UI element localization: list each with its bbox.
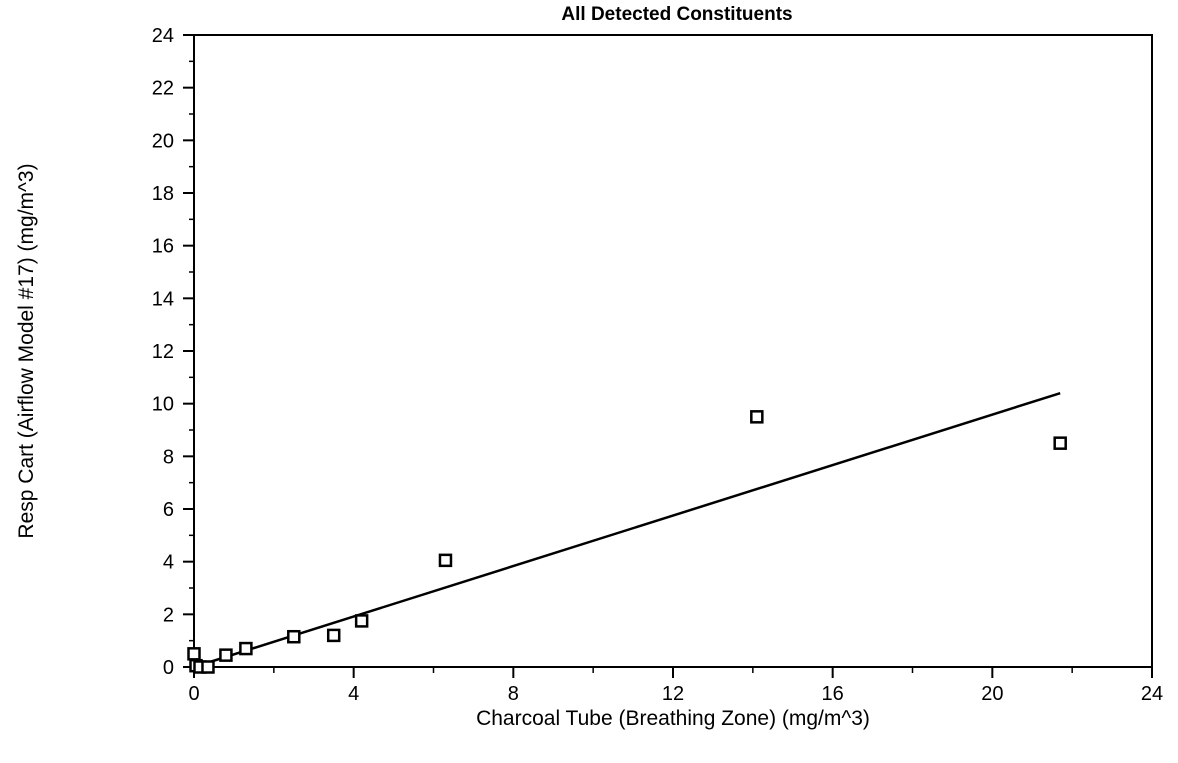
data-point [354, 614, 369, 628]
y-tick-label: 0 [163, 657, 174, 679]
x-tick-label: 0 [188, 683, 199, 705]
x-tick-label: 24 [1141, 683, 1163, 705]
y-axis-label: Resp Cart (Airflow Model #17) (mg/m^3) [15, 163, 38, 538]
x-tick-label: 8 [508, 683, 519, 705]
y-tick-label: 22 [152, 78, 174, 100]
x-tick-label: 16 [822, 683, 844, 705]
y-tick-label: 18 [152, 183, 174, 205]
y-tick-label: 10 [152, 394, 174, 416]
data-point [239, 641, 253, 656]
y-tick-label: 12 [152, 341, 174, 363]
data-point [287, 629, 301, 644]
y-tick-label: 4 [163, 552, 174, 574]
y-tick-label: 20 [152, 130, 174, 152]
y-tick-label: 16 [152, 236, 174, 258]
data-point [1053, 436, 1067, 450]
data-point [187, 647, 201, 661]
plot-frame [193, 34, 1153, 668]
x-tick-label: 20 [981, 683, 1003, 705]
data-points [187, 410, 1067, 674]
x-tick-label: 4 [348, 683, 359, 705]
data-point [326, 628, 341, 643]
data-point [438, 553, 453, 568]
data-point [201, 660, 215, 674]
data-point [219, 648, 233, 662]
y-tick-label: 2 [163, 604, 174, 626]
x-axis-label: Charcoal Tube (Breathing Zone) (mg/m^3) [476, 707, 870, 730]
x-axis-ticks: 0 4 8 12 16 20 24 [188, 667, 1163, 705]
y-tick-label: 8 [163, 446, 174, 468]
y-tick-label: 6 [163, 499, 174, 521]
data-point [750, 410, 764, 424]
chart-title: All Detected Constituents [561, 4, 792, 25]
trend-line [193, 391, 1061, 669]
y-tick-label: 24 [152, 25, 174, 47]
x-tick-label: 12 [662, 683, 684, 705]
y-tick-label: 14 [152, 288, 174, 310]
